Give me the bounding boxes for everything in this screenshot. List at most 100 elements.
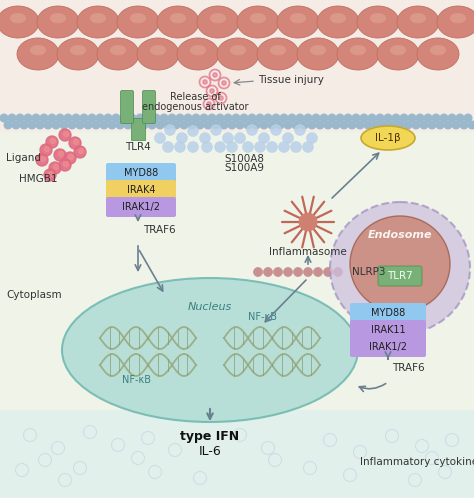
Circle shape xyxy=(456,114,464,122)
Text: Inflammatory cytokine: Inflammatory cytokine xyxy=(360,457,474,467)
Circle shape xyxy=(320,114,328,122)
Circle shape xyxy=(100,121,108,129)
Circle shape xyxy=(336,114,344,122)
Circle shape xyxy=(45,146,49,151)
Circle shape xyxy=(184,114,192,122)
Circle shape xyxy=(232,114,240,122)
Circle shape xyxy=(49,162,61,174)
Circle shape xyxy=(236,121,244,129)
Text: S100A9: S100A9 xyxy=(224,163,264,173)
Circle shape xyxy=(323,267,332,276)
FancyBboxPatch shape xyxy=(106,163,176,183)
Circle shape xyxy=(203,80,207,84)
Circle shape xyxy=(80,114,88,122)
Circle shape xyxy=(312,114,320,122)
Circle shape xyxy=(340,121,348,129)
Circle shape xyxy=(124,121,132,129)
Ellipse shape xyxy=(170,13,186,23)
Ellipse shape xyxy=(361,126,415,150)
Text: IRAK1/2: IRAK1/2 xyxy=(369,342,407,352)
Circle shape xyxy=(96,114,104,122)
FancyBboxPatch shape xyxy=(120,91,134,124)
Circle shape xyxy=(348,121,356,129)
Text: Cytoplasm: Cytoplasm xyxy=(6,290,62,300)
Circle shape xyxy=(424,114,432,122)
Text: endogenous activator: endogenous activator xyxy=(142,102,248,112)
Ellipse shape xyxy=(10,13,26,23)
Circle shape xyxy=(176,114,184,122)
Circle shape xyxy=(188,125,199,136)
Circle shape xyxy=(36,121,44,129)
Ellipse shape xyxy=(250,13,266,23)
Circle shape xyxy=(152,114,160,122)
Circle shape xyxy=(74,146,86,158)
Text: Endosome: Endosome xyxy=(368,230,432,240)
Circle shape xyxy=(372,121,380,129)
Circle shape xyxy=(334,267,343,276)
Ellipse shape xyxy=(17,38,59,70)
Circle shape xyxy=(148,121,156,129)
Ellipse shape xyxy=(30,45,46,55)
Circle shape xyxy=(264,267,273,276)
Text: HMGB1: HMGB1 xyxy=(19,174,57,184)
Circle shape xyxy=(88,114,96,122)
Ellipse shape xyxy=(357,6,399,38)
Circle shape xyxy=(240,114,248,122)
Circle shape xyxy=(222,81,226,85)
Circle shape xyxy=(304,114,312,122)
Circle shape xyxy=(112,114,120,122)
Circle shape xyxy=(79,148,83,153)
Circle shape xyxy=(313,267,322,276)
Circle shape xyxy=(40,114,48,122)
Circle shape xyxy=(428,121,436,129)
Ellipse shape xyxy=(410,13,426,23)
FancyBboxPatch shape xyxy=(106,180,176,200)
Circle shape xyxy=(44,169,56,181)
Circle shape xyxy=(288,114,296,122)
Circle shape xyxy=(266,141,277,152)
Circle shape xyxy=(420,121,428,129)
Circle shape xyxy=(58,151,64,156)
Circle shape xyxy=(440,114,448,122)
Circle shape xyxy=(40,144,52,156)
Ellipse shape xyxy=(290,13,306,23)
Ellipse shape xyxy=(97,38,139,70)
Circle shape xyxy=(172,121,180,129)
Circle shape xyxy=(72,114,80,122)
Ellipse shape xyxy=(397,6,439,38)
Text: IRAK4: IRAK4 xyxy=(127,185,155,195)
Circle shape xyxy=(460,121,468,129)
Circle shape xyxy=(408,114,416,122)
Ellipse shape xyxy=(310,45,326,55)
Ellipse shape xyxy=(70,45,86,55)
Circle shape xyxy=(12,121,20,129)
Circle shape xyxy=(268,121,276,129)
Text: MYD88: MYD88 xyxy=(124,168,158,178)
Text: NF-κB: NF-κB xyxy=(122,375,151,385)
Circle shape xyxy=(464,114,472,122)
Circle shape xyxy=(188,121,196,129)
Circle shape xyxy=(432,114,440,122)
Ellipse shape xyxy=(257,38,299,70)
Circle shape xyxy=(452,121,460,129)
Circle shape xyxy=(303,267,312,276)
Circle shape xyxy=(176,132,188,143)
Circle shape xyxy=(264,114,272,122)
Text: TLR7: TLR7 xyxy=(387,271,413,281)
Circle shape xyxy=(436,121,444,129)
FancyBboxPatch shape xyxy=(143,91,155,124)
Circle shape xyxy=(356,121,364,129)
Ellipse shape xyxy=(62,278,358,422)
Text: type IFN: type IFN xyxy=(181,430,239,443)
Ellipse shape xyxy=(177,38,219,70)
Circle shape xyxy=(300,121,308,129)
Circle shape xyxy=(163,141,173,152)
Ellipse shape xyxy=(417,38,459,70)
Circle shape xyxy=(222,132,234,143)
Ellipse shape xyxy=(210,13,226,23)
Circle shape xyxy=(104,114,112,122)
Ellipse shape xyxy=(350,45,366,55)
Ellipse shape xyxy=(110,45,126,55)
Circle shape xyxy=(64,152,76,164)
Circle shape xyxy=(273,267,283,276)
